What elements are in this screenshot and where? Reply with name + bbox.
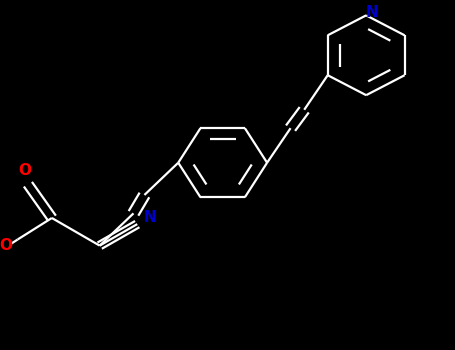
Text: O: O: [18, 163, 31, 178]
Text: N: N: [143, 210, 156, 225]
Text: O: O: [0, 238, 12, 253]
Text: N: N: [365, 5, 378, 20]
